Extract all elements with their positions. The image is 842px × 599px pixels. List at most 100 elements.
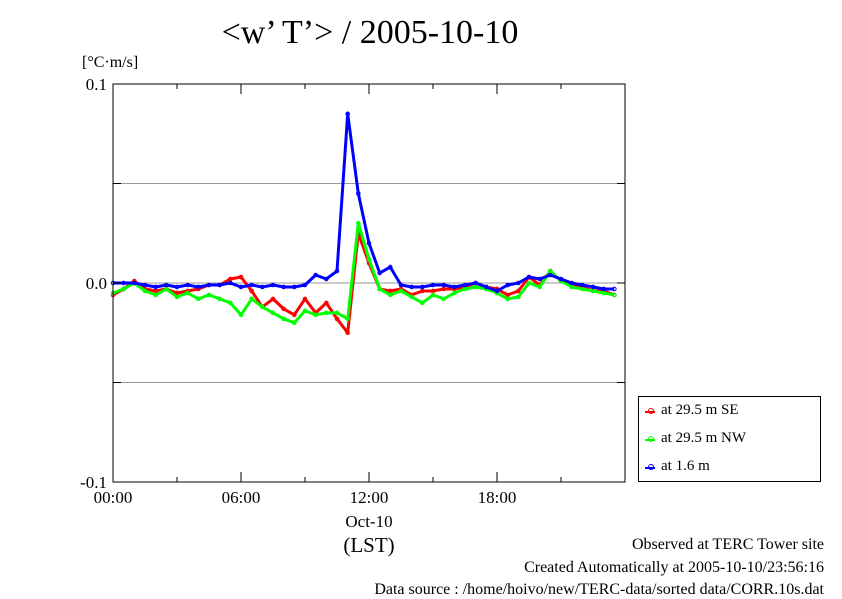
chart-title: <w’ T’> / 2005-10-10 xyxy=(221,14,519,51)
series-point-2 xyxy=(398,282,404,288)
series-point-2 xyxy=(388,264,393,270)
series-point-1 xyxy=(345,316,350,322)
series-point-2 xyxy=(526,274,532,280)
series-point-1 xyxy=(142,288,148,294)
x-tick-label: 06:00 xyxy=(222,488,261,507)
x-tick-label: 12:00 xyxy=(350,488,389,507)
series-point-1 xyxy=(196,296,201,302)
series-point-2 xyxy=(430,282,436,288)
footer-created: Created Automatically at 2005-10-10/23:5… xyxy=(524,559,824,576)
series-point-2 xyxy=(334,268,340,274)
series-point-1 xyxy=(398,288,404,294)
series-point-1 xyxy=(612,292,617,298)
series-point-2 xyxy=(356,191,361,196)
series-point-1 xyxy=(281,316,286,322)
series-point-2 xyxy=(249,282,254,288)
legend-swatch-marker xyxy=(648,408,654,414)
series-point-1 xyxy=(228,300,233,306)
series-point-1 xyxy=(452,290,457,296)
x-tick-label: 00:00 xyxy=(94,488,133,507)
series-point-1 xyxy=(302,308,308,314)
series-point-2 xyxy=(441,282,446,288)
series-point-2 xyxy=(292,284,297,290)
series-point-2 xyxy=(409,284,414,290)
series-point-2 xyxy=(452,284,457,290)
series-point-2 xyxy=(196,284,201,290)
series-point-0 xyxy=(334,316,340,322)
series-point-2 xyxy=(345,111,350,117)
series-point-2 xyxy=(473,280,478,286)
series-point-2 xyxy=(569,280,574,286)
series-point-2 xyxy=(484,284,489,290)
series-point-2 xyxy=(142,282,148,288)
series-point-2 xyxy=(132,280,137,286)
series-point-2 xyxy=(185,282,190,288)
series-point-0 xyxy=(345,330,350,336)
y-axis-unit-label: [°C·m/s] xyxy=(82,54,139,71)
series-point-2 xyxy=(270,282,276,288)
series-point-2 xyxy=(516,280,521,286)
footer-site: Observed at TERC Tower site xyxy=(631,536,824,553)
series-point-1 xyxy=(292,320,297,326)
series-point-2 xyxy=(217,282,222,288)
series-point-0 xyxy=(516,288,521,294)
series-point-0 xyxy=(281,306,286,312)
series-point-1 xyxy=(217,296,222,302)
legend-swatch-marker xyxy=(648,436,654,442)
series-line-2 xyxy=(113,112,615,293)
x-tick-label: 18:00 xyxy=(478,488,517,507)
series-point-1 xyxy=(420,300,425,306)
legend-label: at 1.6 m xyxy=(661,458,710,474)
x-axis-date-label: Oct-10 xyxy=(345,512,392,531)
series-point-2 xyxy=(153,284,158,290)
y-tick-label: 0.1 xyxy=(86,75,107,94)
series-lines xyxy=(110,111,617,336)
series-point-2 xyxy=(420,284,425,290)
series-point-2 xyxy=(505,282,510,288)
series-point-1 xyxy=(537,284,542,290)
series-point-2 xyxy=(612,286,617,292)
footer-source: Data source : /home/hoivo/new/TERC-data/… xyxy=(374,581,824,598)
series-point-2 xyxy=(558,276,564,282)
series-point-1 xyxy=(377,286,382,292)
series-point-2 xyxy=(548,272,553,278)
series-point-2 xyxy=(366,240,372,246)
y-tick-label: 0.0 xyxy=(86,274,107,293)
series-point-1 xyxy=(366,256,372,262)
series-point-1 xyxy=(174,294,180,300)
series-point-1 xyxy=(516,294,521,300)
series-point-1 xyxy=(121,286,126,292)
series-point-1 xyxy=(409,294,414,300)
series-point-1 xyxy=(270,310,276,316)
series-point-2 xyxy=(228,280,233,286)
series-point-2 xyxy=(260,284,265,290)
legend-label: at 29.5 m SE xyxy=(661,402,739,418)
series-point-2 xyxy=(281,284,286,290)
series-point-2 xyxy=(121,280,126,286)
series-point-2 xyxy=(580,282,585,288)
series-point-1 xyxy=(441,296,446,302)
series-point-1 xyxy=(260,304,265,310)
series-point-2 xyxy=(377,270,382,276)
series-point-2 xyxy=(206,282,212,288)
legend: at 29.5 m SE at 29.5 m NW at 1.6 m xyxy=(638,396,821,482)
series-point-1 xyxy=(313,312,318,318)
series-point-2 xyxy=(238,284,244,290)
series-point-0 xyxy=(292,312,297,318)
series-point-1 xyxy=(356,221,361,226)
series-point-1 xyxy=(249,296,254,302)
series-point-1 xyxy=(505,296,510,302)
series-point-2 xyxy=(164,282,169,288)
series-line-1 xyxy=(112,221,615,325)
series-point-2 xyxy=(601,286,606,292)
x-axis-label: (LST) xyxy=(343,533,394,557)
series-point-1 xyxy=(430,292,436,298)
y-ticks: -0.1 0.0 0.1 xyxy=(80,75,625,492)
grid-lines xyxy=(113,183,625,383)
series-point-1 xyxy=(185,290,190,296)
legend-swatch-marker xyxy=(648,464,654,470)
series-point-2 xyxy=(174,284,180,290)
series-point-2 xyxy=(590,284,596,290)
series-point-2 xyxy=(462,282,468,288)
series-point-1 xyxy=(206,292,212,298)
